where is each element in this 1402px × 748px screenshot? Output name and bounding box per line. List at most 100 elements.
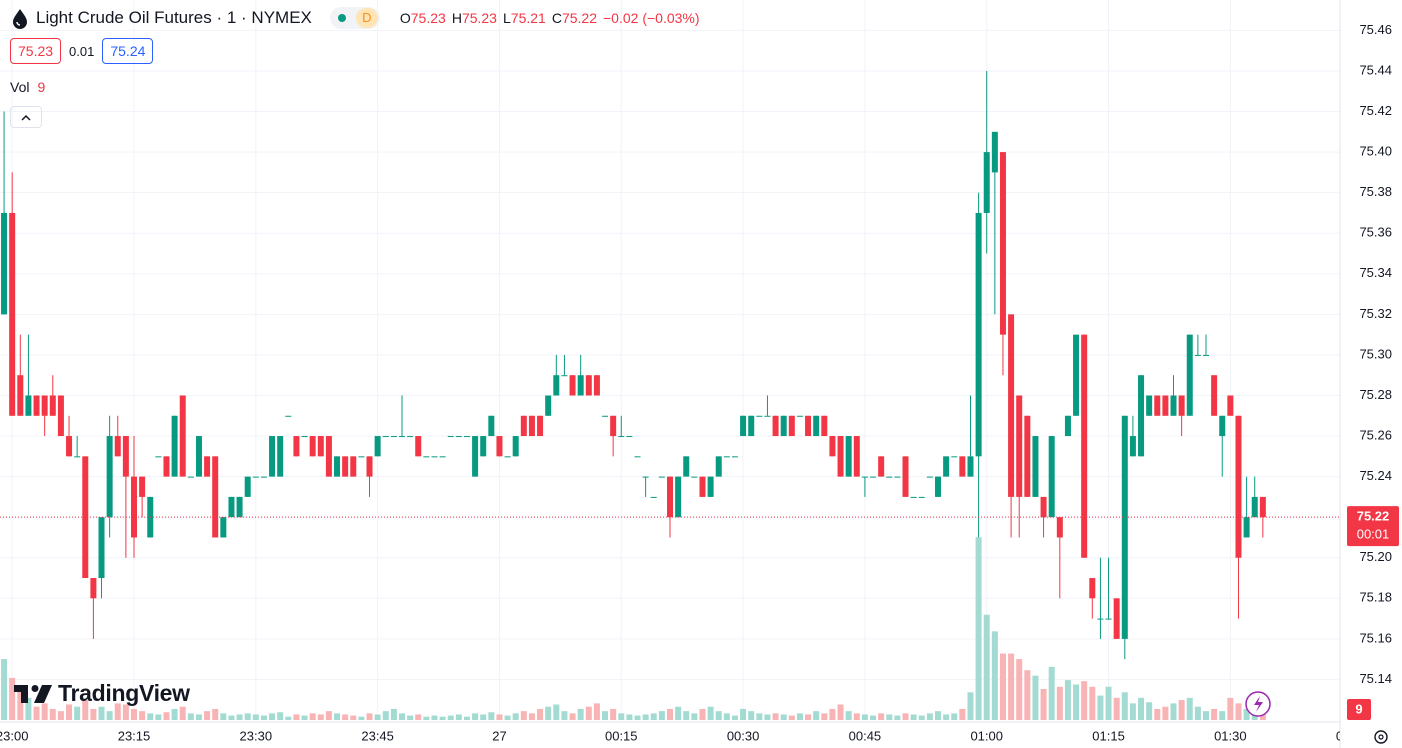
candle-body: [683, 456, 690, 477]
symbol-icon: [13, 9, 27, 29]
volume-bar: [1235, 703, 1242, 720]
volume-bar: [926, 713, 933, 720]
candle-body: [374, 436, 381, 457]
volume-bar: [139, 711, 146, 720]
candle-body: [90, 578, 97, 599]
ohlc-key: L: [502, 10, 511, 26]
lightning-icon[interactable]: [1245, 691, 1271, 717]
ohlc-value: 75.23: [461, 10, 497, 26]
volume-bar: [390, 708, 397, 720]
volume-bar: [1, 659, 8, 720]
volume-bar: [902, 713, 909, 720]
volume-bar: [504, 715, 511, 720]
volume-bar: [1203, 711, 1209, 720]
volume-bar: [935, 711, 941, 720]
volume-bar: [602, 711, 609, 720]
candle-body: [1162, 395, 1169, 416]
status-pill[interactable]: D: [329, 7, 380, 29]
candle-body: [626, 436, 633, 438]
volume-value: 9: [37, 79, 46, 95]
volume-bar: [626, 714, 633, 720]
volume-bar: [894, 715, 901, 720]
collapse-button[interactable]: [10, 106, 42, 128]
candle-body: [366, 456, 373, 477]
candle-body: [455, 436, 462, 438]
candle-body: [967, 456, 974, 477]
candle-body: [975, 212, 982, 457]
volume-bar: [569, 713, 576, 720]
candle-body: [528, 415, 535, 437]
chevron: [21, 114, 31, 121]
volume-bar: [1113, 697, 1120, 720]
volume-bar: [147, 713, 154, 720]
candle-body: [277, 436, 284, 477]
candle-body: [228, 496, 235, 518]
volume-bar: [131, 708, 137, 720]
volume-bar: [870, 715, 877, 720]
candle-body: [301, 436, 308, 438]
volume-bar: [1040, 688, 1047, 720]
volume-bar: [1032, 675, 1039, 720]
volume-bar: [1162, 706, 1169, 720]
candle-body: [561, 375, 568, 377]
candle-body: [878, 456, 885, 477]
candle-body: [260, 476, 267, 478]
ohlc-key: H: [451, 10, 462, 26]
ohlc-legend: O75.23 H75.23 L75.21 C75.22 −0.02 (−0.03%): [400, 10, 700, 26]
bid-button[interactable]: 75.23: [10, 38, 62, 64]
volume-bar: [236, 714, 243, 720]
volume-bar: [1129, 703, 1136, 720]
volume-bar: [796, 713, 803, 720]
candle-body: [220, 517, 227, 538]
volume-bar: [244, 713, 251, 720]
candle-body: [1138, 375, 1145, 457]
candle-body: [244, 476, 251, 497]
volume-bar: [463, 716, 470, 720]
candle-body: [212, 456, 219, 538]
volume-bar: [187, 713, 194, 720]
candle-body: [293, 436, 300, 457]
y-tick-label: 75.16: [1359, 630, 1392, 645]
candle-body: [723, 456, 730, 458]
candle-body: [618, 436, 625, 438]
volume-bar: [49, 708, 56, 720]
volume-bar: [886, 714, 893, 720]
candle-body: [49, 395, 56, 416]
candle-body: [1178, 395, 1185, 416]
volume-bar: [488, 712, 495, 720]
volume-bar: [25, 697, 32, 720]
candle-body: [415, 436, 422, 457]
volume-bar: [41, 703, 48, 720]
candle-body: [837, 436, 844, 477]
x-tick-label: 00:15: [605, 728, 638, 743]
volume-bar: [537, 708, 544, 720]
y-tick-label: 75.34: [1359, 265, 1392, 280]
volume-bar: [878, 713, 885, 720]
volume-bar: [1097, 695, 1104, 720]
candle-body: [691, 476, 698, 478]
ask-button[interactable]: 75.24: [102, 38, 154, 64]
candle-body: [707, 476, 714, 497]
settings-icon[interactable]: [1374, 730, 1388, 744]
x-tick-label: 01:15: [1092, 728, 1125, 743]
candle-body: [187, 476, 194, 478]
candle-body: [829, 436, 836, 457]
candle-body: [902, 456, 909, 497]
logo: TradingView: [14, 680, 190, 707]
y-tick-label: 75.28: [1359, 387, 1392, 402]
volume-bar: [374, 714, 381, 720]
volume-bar: [1211, 708, 1218, 720]
candle-body: [252, 476, 259, 478]
price-axis-panel: [1340, 0, 1402, 748]
volume-legend: Vol 9: [10, 79, 45, 95]
volume-bar: [447, 715, 454, 720]
volume-bar: [837, 704, 844, 720]
volume-bar: [1073, 684, 1080, 720]
volume-bar: [699, 708, 706, 720]
volume-bar: [334, 713, 341, 720]
volume-bar: [788, 715, 795, 720]
volume-bar: [480, 714, 487, 720]
candle-body: [57, 395, 64, 437]
candle-body: [943, 456, 950, 477]
